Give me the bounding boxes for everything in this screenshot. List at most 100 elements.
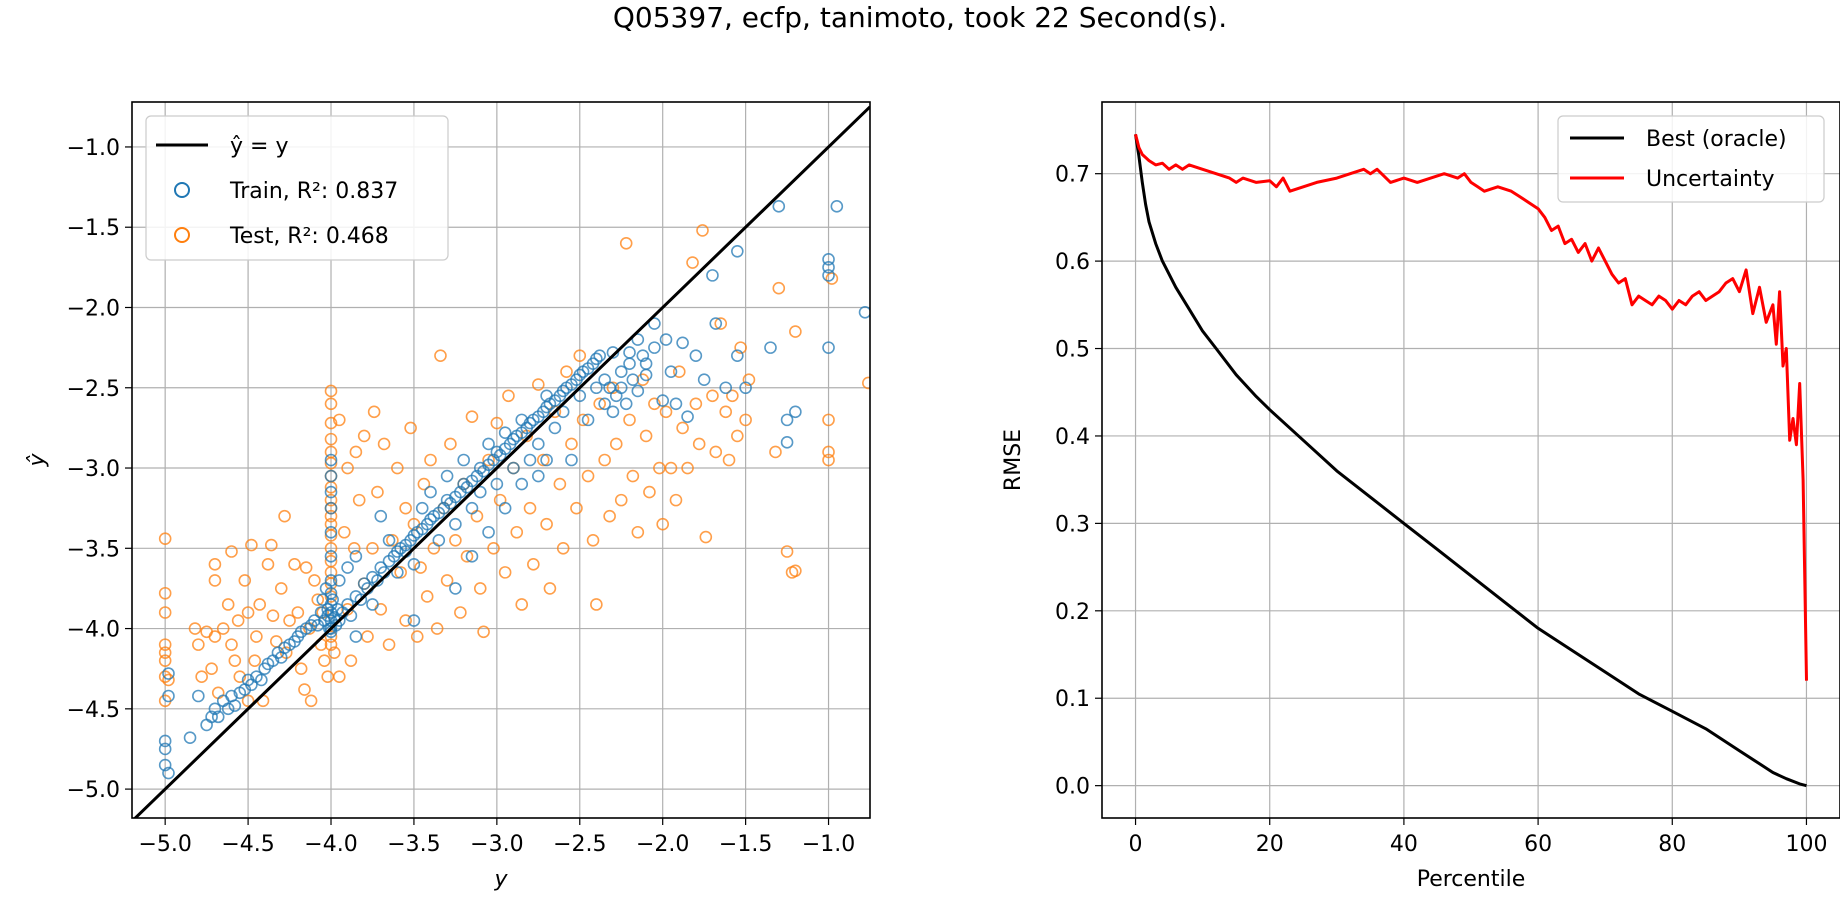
train-point bbox=[581, 413, 595, 427]
test-point bbox=[274, 582, 288, 595]
test-point bbox=[648, 397, 661, 411]
test-point bbox=[742, 373, 756, 387]
train-point bbox=[319, 582, 333, 595]
test-point bbox=[780, 545, 794, 558]
test-point bbox=[399, 614, 412, 627]
test-point bbox=[324, 638, 338, 651]
test-point bbox=[158, 670, 172, 684]
train-point bbox=[341, 561, 354, 574]
train-point bbox=[648, 317, 661, 330]
identity-line bbox=[133, 105, 870, 818]
train-point bbox=[200, 718, 213, 732]
test-point bbox=[540, 517, 553, 531]
test-point bbox=[676, 421, 689, 435]
train-point bbox=[465, 501, 479, 515]
test-point bbox=[311, 593, 325, 606]
train-point bbox=[432, 533, 446, 547]
train-point bbox=[606, 346, 620, 359]
train-point bbox=[548, 421, 562, 435]
test-point bbox=[669, 493, 683, 507]
test-point bbox=[692, 437, 706, 451]
test-point bbox=[208, 630, 222, 643]
train-point bbox=[490, 445, 504, 459]
y-tick-label: −4.5 bbox=[67, 698, 120, 723]
train-point bbox=[183, 731, 197, 745]
test-point bbox=[482, 453, 495, 467]
test-point bbox=[324, 397, 338, 411]
test-point bbox=[265, 538, 278, 552]
train-point bbox=[465, 550, 479, 563]
train-point bbox=[764, 341, 777, 354]
train-point bbox=[681, 410, 694, 423]
train-point bbox=[211, 710, 225, 724]
test-point bbox=[490, 416, 504, 430]
x-tick-label: 60 bbox=[1524, 832, 1552, 857]
train-point bbox=[606, 405, 620, 419]
test-point bbox=[266, 609, 280, 623]
train-point bbox=[540, 453, 553, 467]
test-point bbox=[158, 586, 172, 600]
test-point bbox=[291, 606, 305, 619]
train-point bbox=[515, 413, 529, 427]
legend: ŷ = y Train, R²: 0.837 Test, R²: 0.468 bbox=[145, 115, 449, 261]
x-axis-label: y bbox=[493, 867, 508, 892]
test-point bbox=[822, 445, 835, 459]
train-point bbox=[391, 545, 404, 558]
train-point bbox=[709, 317, 723, 330]
train-point bbox=[324, 550, 338, 563]
train-point bbox=[424, 485, 437, 499]
train-point bbox=[626, 373, 640, 387]
test-point bbox=[573, 349, 587, 362]
legend-box bbox=[145, 115, 449, 261]
test-point bbox=[324, 529, 338, 542]
train-point bbox=[858, 306, 870, 319]
x-tick-label: −5.0 bbox=[138, 832, 191, 857]
test-point bbox=[609, 437, 623, 451]
train-point bbox=[532, 437, 545, 451]
test-point bbox=[619, 236, 633, 250]
test-point bbox=[241, 606, 255, 619]
test-point bbox=[722, 453, 736, 467]
test-point bbox=[208, 558, 222, 571]
test-point bbox=[593, 397, 606, 411]
train-point bbox=[349, 630, 363, 643]
train-point bbox=[324, 485, 338, 499]
test-point bbox=[656, 517, 669, 531]
test-point bbox=[772, 281, 786, 295]
test-point bbox=[726, 389, 739, 403]
train-point bbox=[780, 436, 794, 449]
test-point bbox=[769, 445, 782, 459]
test-point bbox=[245, 538, 258, 552]
test-point bbox=[734, 341, 747, 354]
test-point bbox=[200, 625, 213, 639]
test-point bbox=[553, 477, 567, 491]
test-point bbox=[366, 541, 379, 555]
test-point bbox=[205, 662, 218, 675]
train-point bbox=[664, 365, 678, 379]
test-point bbox=[324, 541, 338, 555]
test-point bbox=[686, 256, 699, 269]
train-point bbox=[659, 333, 673, 346]
train-point bbox=[324, 501, 338, 515]
x-tick-label: −4.5 bbox=[221, 832, 274, 857]
y-tick-label: 0.2 bbox=[1055, 600, 1090, 625]
train-point bbox=[614, 381, 628, 395]
train-point bbox=[590, 352, 603, 366]
test-point bbox=[822, 413, 835, 427]
train-point bbox=[623, 346, 636, 359]
train-point bbox=[407, 558, 421, 571]
test-point bbox=[454, 606, 467, 619]
test-point bbox=[357, 429, 371, 443]
train-point bbox=[719, 381, 733, 395]
test-point bbox=[382, 638, 396, 651]
legend: Best (oracle) Uncertainty bbox=[1557, 115, 1825, 203]
test-point bbox=[341, 461, 354, 475]
train-point bbox=[706, 269, 719, 282]
train-point bbox=[482, 525, 495, 539]
test-point bbox=[664, 461, 678, 475]
test-point bbox=[241, 694, 255, 708]
test-point bbox=[250, 630, 263, 643]
test-point bbox=[288, 558, 301, 571]
train-point bbox=[192, 689, 205, 703]
